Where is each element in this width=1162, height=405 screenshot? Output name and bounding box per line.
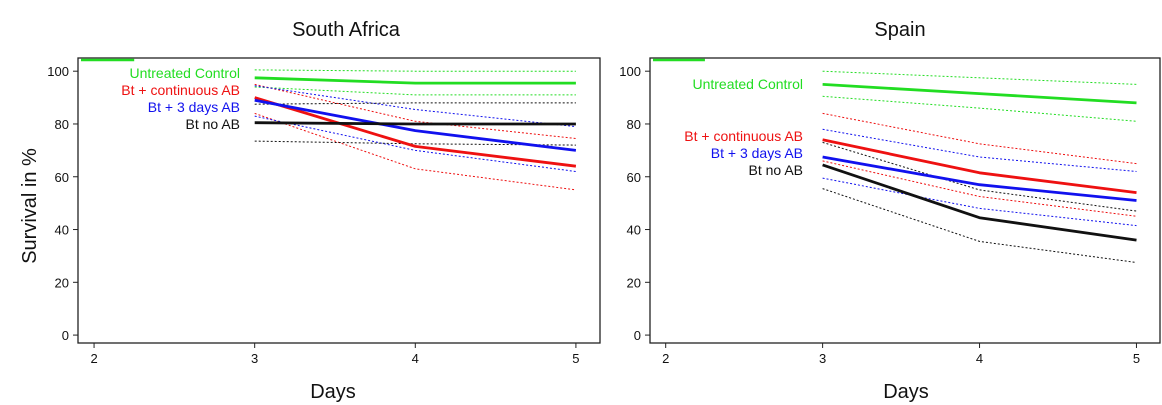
y-tick-label: 40 (627, 223, 641, 238)
series-lower-bound (254, 140, 576, 146)
y-tick-label: 100 (619, 64, 641, 79)
series-upper-bound (822, 141, 1137, 212)
legend-entry: Bt + continuous AB (684, 128, 803, 144)
chart-panel-spain: Spain Days 0 20 40 60 80 100 2 3 4 5 Untreated Con… (619, 19, 1161, 403)
y-tick-label: 20 (627, 275, 641, 290)
x-tick-label: 5 (572, 351, 579, 366)
chart-title: Spain (874, 19, 925, 41)
series-lower-bound (822, 160, 1137, 217)
x-axis-label: Days (883, 381, 929, 403)
series-upper-bound (254, 83, 576, 139)
x-axis-label: Days (310, 381, 356, 403)
y-tick-label: 0 (62, 328, 69, 343)
plot-frame (649, 57, 1161, 344)
series-line (822, 138, 1137, 194)
legend-entry: Bt no AB (186, 116, 240, 132)
series-line (254, 96, 577, 168)
series-upper-bound (254, 69, 576, 72)
series-lower-bound (254, 115, 576, 172)
y-tick-label: 60 (55, 170, 69, 185)
y-tick-label: 80 (55, 117, 69, 132)
chart-panel-south-africa: South Africa Days 0 20 40 60 80 100 2 3 4 5 Untrea… (47, 19, 601, 403)
series-line (822, 83, 1137, 105)
legend-entry: Bt no AB (749, 162, 803, 178)
series-line (822, 163, 1137, 242)
series-lower-bound (822, 95, 1137, 122)
series-line (254, 98, 577, 152)
series-upper-bound (822, 128, 1137, 172)
y-tick-label: 100 (47, 64, 69, 79)
x-tick-label: 5 (1133, 351, 1140, 366)
series-upper-bound (254, 85, 576, 128)
x-tick-label: 3 (819, 351, 826, 366)
y-tick-label: 20 (55, 275, 69, 290)
y-axis-label: Survival in % (19, 148, 41, 264)
chart-title: South Africa (292, 19, 401, 41)
y-tick-label: 40 (55, 223, 69, 238)
series-line (254, 121, 576, 126)
x-tick-label: 2 (662, 351, 669, 366)
series-line (822, 155, 1137, 202)
series-lower-bound (254, 86, 576, 96)
x-tick-label: 3 (251, 351, 258, 366)
series-lower-bound (822, 177, 1137, 227)
x-tick-label: 4 (976, 351, 983, 366)
series-lower-bound (254, 112, 576, 191)
legend-entry: Bt + 3 days AB (711, 145, 803, 161)
series-upper-bound (822, 112, 1137, 165)
x-tick-label: 2 (90, 351, 97, 366)
y-tick-label: 80 (627, 117, 641, 132)
series-upper-bound (822, 70, 1137, 85)
plot-frame (77, 57, 601, 344)
y-tick-label: 60 (627, 170, 641, 185)
legend-entry: Untreated Control (129, 65, 240, 81)
legend-entry: Bt + 3 days AB (148, 99, 240, 115)
series-lower-bound (822, 188, 1137, 263)
x-tick-label: 4 (412, 351, 419, 366)
y-tick-label: 0 (634, 328, 641, 343)
legend-entry: Untreated Control (692, 76, 803, 92)
series-upper-bound (254, 102, 576, 105)
series-line (254, 76, 576, 85)
legend-entry: Bt + continuous AB (121, 82, 240, 98)
